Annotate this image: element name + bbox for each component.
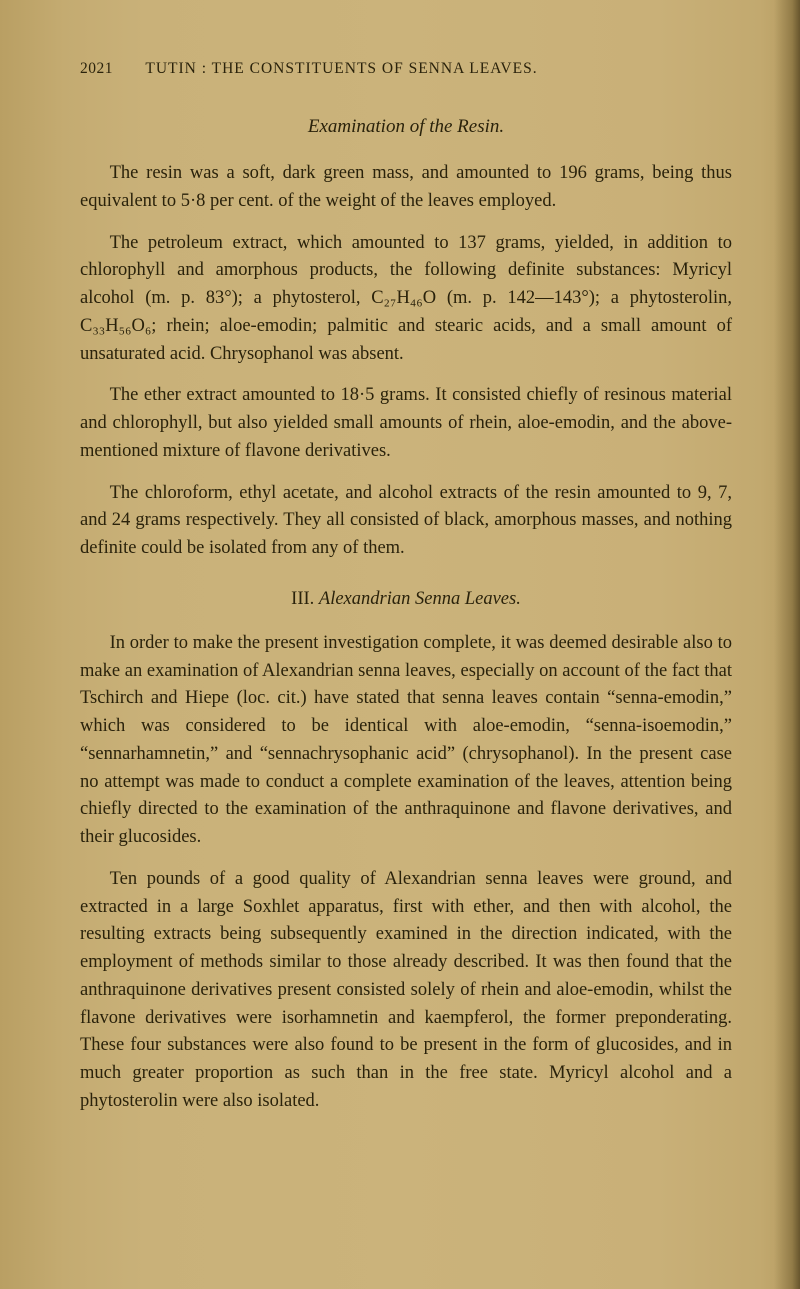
page-number: 2021: [80, 60, 113, 78]
para-resin-2: The petroleum extract, which amounted to…: [80, 230, 732, 369]
para-alex-1: In order to make the present investigati…: [80, 630, 732, 852]
running-head-text: TUTIN : THE CONSTITUENTS OF SENNA LEAVES…: [145, 60, 537, 77]
running-head: 2021 TUTIN : THE CONSTITUENTS OF SENNA L…: [80, 60, 732, 78]
section-heading-alexandrian: III. Alexandrian Senna Leaves.: [80, 589, 732, 610]
section-title-alexandrian: Alexandrian Senna Leaves.: [319, 589, 521, 609]
para-resin-3: The ether extract amounted to 18·5 grams…: [80, 382, 732, 465]
section-title-resin: Examination of the Resin.: [80, 116, 732, 138]
para-alex-2: Ten pounds of a good quality of Alexandr…: [80, 866, 732, 1116]
scanned-page: 2021 TUTIN : THE CONSTITUENTS OF SENNA L…: [0, 0, 800, 1289]
para-resin-1: The resin was a soft, dark green mass, a…: [80, 160, 732, 216]
para-resin-4: The chloroform, ethyl acetate, and alcoh…: [80, 480, 732, 563]
section-number: III.: [291, 589, 314, 609]
